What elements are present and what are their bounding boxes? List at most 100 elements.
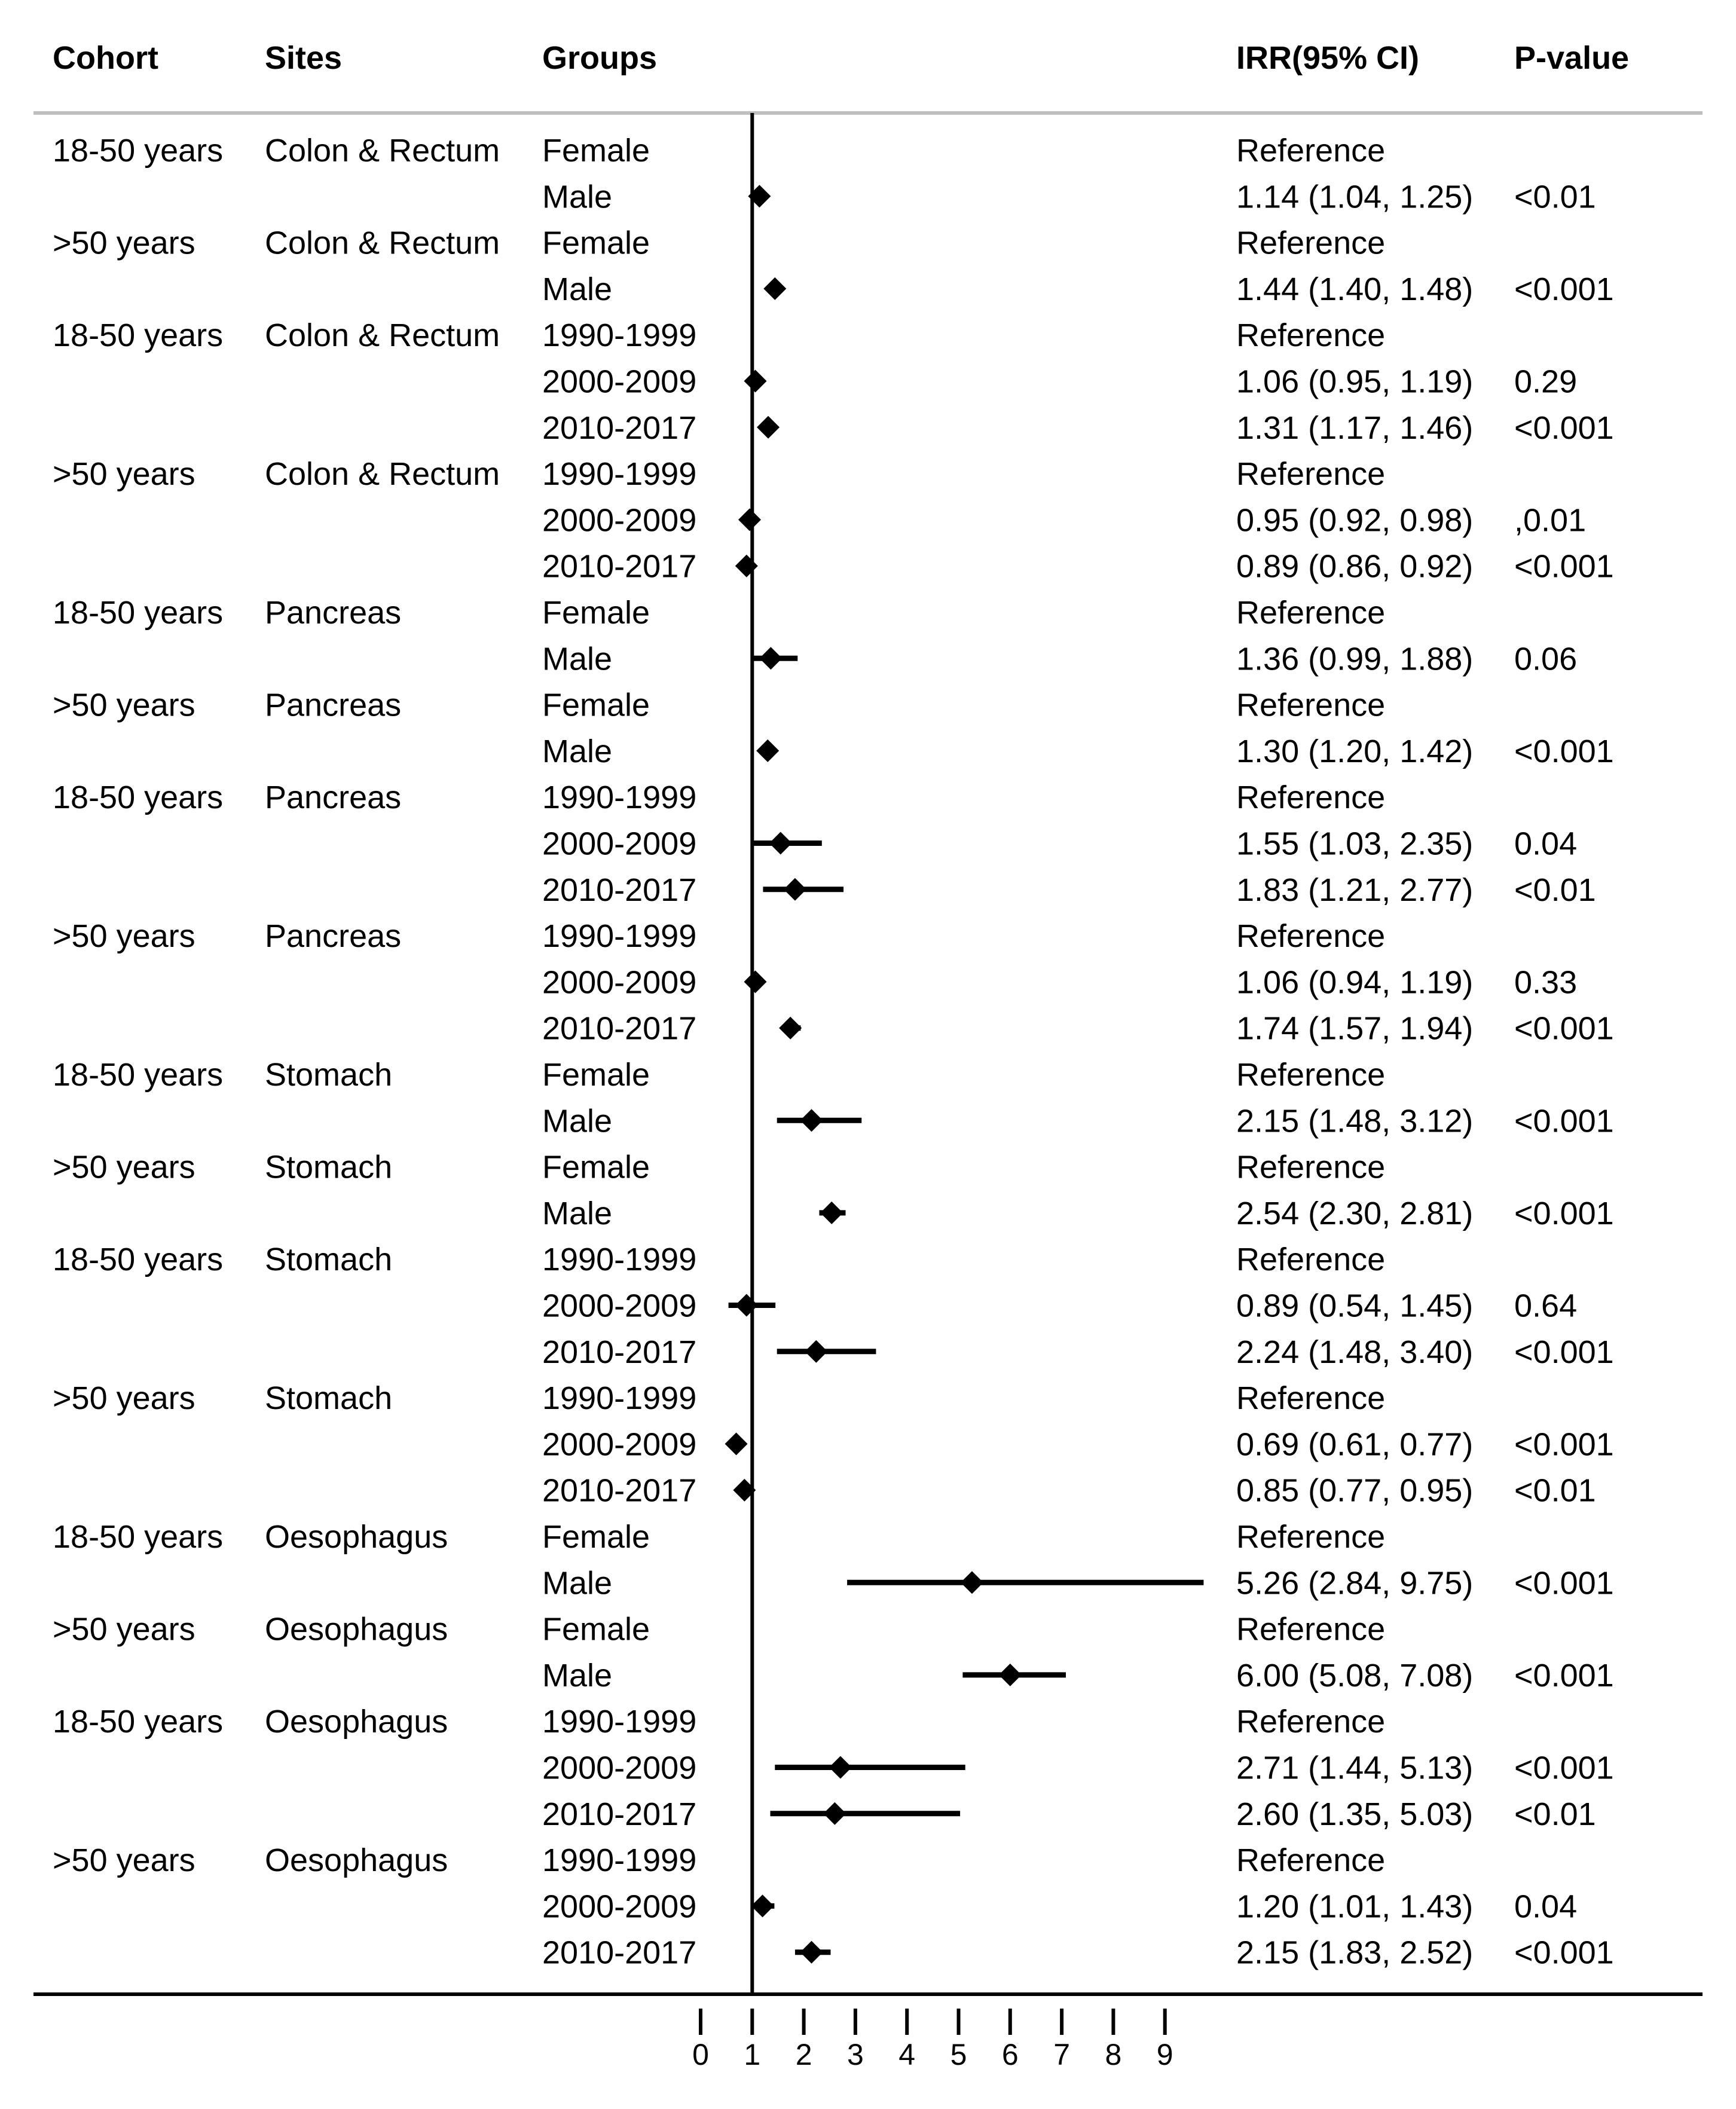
row-irr: Reference [1236,1612,1385,1648]
row-site: Oesophagus [265,1612,448,1648]
row-group: 2000-2009 [542,502,696,538]
row-irr: 1.83 (1.21, 2.77) [1236,872,1473,908]
row-irr: 0.69 (0.61, 0.77) [1236,1426,1473,1462]
estimate-diamond [820,1201,843,1224]
row-irr: Reference [1236,133,1385,169]
row-group: 2010-2017 [542,1334,696,1370]
row-cohort: >50 years [53,456,195,492]
estimate-diamond [763,277,787,300]
row-group: 2010-2017 [542,410,696,446]
row-group: Female [542,1150,650,1185]
x-tick-label: 6 [1002,2038,1019,2071]
row-group: 2010-2017 [542,872,696,908]
row-group: 2010-2017 [542,1011,696,1047]
row-group: Female [542,225,650,261]
row-group: 2000-2009 [542,1750,696,1786]
row-irr: 1.36 (0.99, 1.88) [1236,641,1473,677]
row-irr: 1.44 (1.40, 1.48) [1236,271,1473,307]
row-irr: Reference [1236,1704,1385,1740]
row-group: 1990-1999 [542,1704,696,1740]
row-group: 1990-1999 [542,780,696,815]
header-irr: IRR(95% CI) [1236,40,1419,76]
row-irr: 1.14 (1.04, 1.25) [1236,179,1473,215]
row-group: Female [542,1057,650,1093]
estimate-diamond [829,1756,852,1779]
estimate-marks [725,185,1204,1964]
row-site: Colon & Rectum [265,456,500,492]
row-site: Colon & Rectum [265,317,500,353]
row-pvalue: ,0.01 [1514,502,1586,538]
row-cohort: 18-50 years [53,317,223,353]
row-cohort: 18-50 years [53,780,223,815]
header-pvalue: P-value [1514,40,1629,76]
estimate-diamond [960,1571,983,1594]
estimate-diamond [757,415,780,439]
row-pvalue: <0.01 [1514,1796,1596,1832]
estimate-diamond [800,1940,823,1964]
row-group: 1990-1999 [542,1242,696,1277]
row-cohort: >50 years [53,687,195,723]
row-group: Male [542,1196,612,1231]
row-site: Pancreas [265,780,401,815]
header-cohort: Cohort [53,40,158,76]
row-pvalue: <0.001 [1514,1935,1614,1971]
row-group: 2000-2009 [542,364,696,400]
row-group: 2010-2017 [542,1796,696,1832]
row-group: 2000-2009 [542,1888,696,1924]
row-irr: 0.95 (0.92, 0.98) [1236,502,1473,538]
estimate-diamond [735,1294,758,1317]
row-pvalue: <0.001 [1514,410,1614,446]
row-cohort: >50 years [53,1150,195,1185]
x-tick-label: 5 [950,2038,967,2071]
row-group: 1990-1999 [542,1842,696,1878]
estimate-diamond [779,1016,802,1040]
row-irr: 1.06 (0.95, 1.19) [1236,364,1473,400]
row-irr: Reference [1236,1057,1385,1093]
header-sites: Sites [265,40,342,76]
table-rows: 18-50 years Colon & Rectum Female Reference… [53,133,1614,1971]
row-cohort: 18-50 years [53,1704,223,1740]
row-pvalue: 0.04 [1514,1888,1577,1924]
header-groups: Groups [542,40,657,76]
row-pvalue: <0.001 [1514,733,1614,769]
row-pvalue: <0.001 [1514,1103,1614,1139]
column-headers: Cohort Sites Groups IRR(95% CI) P-value [53,40,1629,76]
estimate-diamond [744,369,767,393]
row-group: 2010-2017 [542,549,696,585]
row-irr: 1.31 (1.17, 1.46) [1236,410,1473,446]
estimate-diamond [735,554,758,577]
row-site: Pancreas [265,595,401,631]
estimate-diamond [823,1802,846,1825]
row-cohort: 18-50 years [53,133,223,169]
row-site: Pancreas [265,687,401,723]
estimate-diamond [805,1340,828,1363]
row-irr: 2.60 (1.35, 5.03) [1236,1796,1473,1832]
row-group: 2010-2017 [542,1473,696,1509]
row-site: Pancreas [265,918,401,954]
row-irr: Reference [1236,225,1385,261]
x-tick-label: 9 [1157,2038,1173,2071]
row-irr: Reference [1236,1842,1385,1878]
row-pvalue: <0.001 [1514,1658,1614,1694]
estimate-diamond [733,1478,756,1502]
x-tick-label: 1 [744,2038,760,2071]
row-irr: Reference [1236,1380,1385,1416]
row-irr: Reference [1236,456,1385,492]
row-irr: 6.00 (5.08, 7.08) [1236,1658,1473,1694]
row-group: Male [542,1565,612,1601]
row-site: Stomach [265,1150,392,1185]
row-group: 2000-2009 [542,1288,696,1324]
estimate-diamond [800,1109,823,1132]
estimate-diamond [769,832,792,855]
row-irr: 0.89 (0.54, 1.45) [1236,1288,1473,1324]
row-group: Male [542,1658,612,1694]
row-site: Oesophagus [265,1704,448,1740]
x-axis: 0 1 2 3 4 5 6 7 8 9 [692,2009,1173,2071]
x-tick-label: 8 [1105,2038,1121,2071]
row-irr: 2.71 (1.44, 5.13) [1236,1750,1473,1786]
estimate-diamond [998,1663,1022,1686]
row-group: Male [542,1103,612,1139]
row-pvalue: <0.001 [1514,549,1614,585]
row-group: 1990-1999 [542,1380,696,1416]
row-group: Male [542,733,612,769]
